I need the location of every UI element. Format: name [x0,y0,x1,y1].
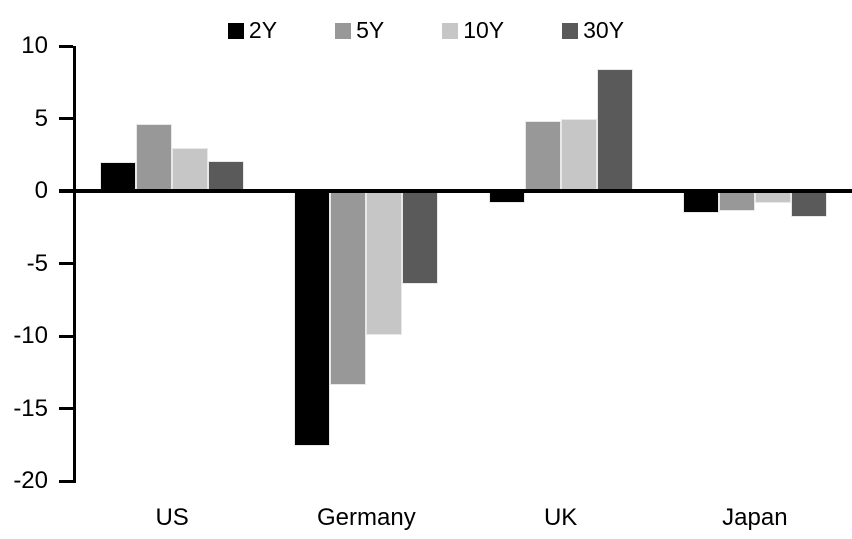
legend-swatch-10y-icon [442,22,459,39]
bar-japan-2y [682,191,719,213]
bar-uk-30y [596,69,633,191]
legend-item-5y: 5Y [335,17,384,44]
category-label-japan: Japan [722,504,788,531]
bar-us-2y [100,162,137,191]
y-tick-label: -5 [26,249,48,277]
legend-item-30y: 30Y [562,17,624,44]
y-tick-label: 0 [34,177,48,204]
y-tick-mark [59,262,73,265]
y-tick-mark [59,117,73,120]
y-tick-mark [59,334,73,338]
legend-label-10y: 10Y [463,17,505,43]
legend-label-30y: 30Y [583,17,625,43]
bar-japan-30y [790,191,827,218]
bar-us-30y [208,160,245,191]
y-tick-label: 5 [34,104,48,132]
y-tick-mark [59,189,73,193]
y-tick-mark [59,479,73,483]
y-tick-label: -20 [13,467,48,494]
y-axis-line [73,46,76,483]
bar-germany-30y [402,191,439,284]
y-tick-label: 10 [21,32,48,59]
legend-item-2y: 2Y [227,17,278,44]
legend-item-10y: 10Y [442,17,504,44]
legend-label-5y: 5Y [356,17,385,43]
bar-germany-10y [366,191,403,335]
legend-label-2y: 2Y [248,17,278,43]
bar-germany-5y [330,191,367,386]
bar-japan-5y [718,191,755,212]
category-label-us: US [155,504,189,531]
bar-us-5y [136,124,173,191]
bar-us-10y [172,147,209,191]
y-tick-mark [59,407,73,410]
bar-uk-5y [524,121,561,191]
legend-swatch-5y-icon [335,22,352,39]
legend-swatch-2y-icon [227,22,244,39]
category-label-uk: UK [543,504,578,531]
bar-uk-10y [560,118,597,191]
category-label-germany: Germany [317,504,416,531]
bar-germany-2y [294,191,331,447]
x-axis-zero-line [59,189,852,193]
y-tick-mark [59,44,73,48]
legend: 2Y 5Y 10Y 30Y [0,17,852,44]
legend-swatch-30y-icon [562,22,579,39]
y-tick-label: -15 [13,394,48,422]
y-tick-label: -10 [13,322,48,349]
